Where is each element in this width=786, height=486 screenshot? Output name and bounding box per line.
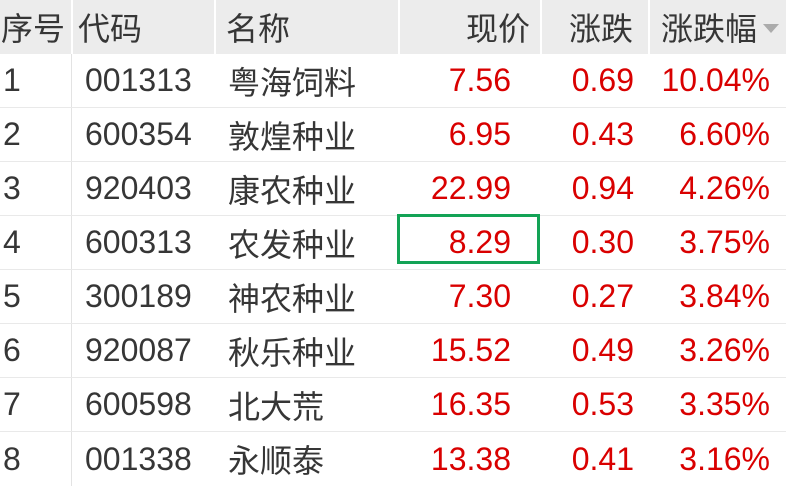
table-row-selected[interactable]: 4 600313 农发种业 8.29 0.30 3.75% [0,214,786,270]
cell-name[interactable]: 农发种业 [228,226,357,263]
cell-code[interactable]: 001313 [85,62,192,98]
table-row[interactable]: 7 600598 北大荒 16.35 0.53 3.35% [0,378,786,432]
cell-name[interactable]: 康农种业 [228,172,357,209]
cell-index[interactable]: 2 [0,108,72,161]
cell-name[interactable]: 北大荒 [228,388,325,425]
cell-price[interactable]: 15.52 [430,332,511,368]
table-row[interactable]: 3 920403 康农种业 22.99 0.94 4.26% [0,162,786,216]
table-header: 序号 代码 名称 现价 涨跌 涨跌幅 [0,0,786,54]
cell-name[interactable]: 敦煌种业 [228,118,357,155]
column-header-change-pct-label: 涨跌幅 [660,11,757,47]
cell-change[interactable]: 0.43 [571,116,634,152]
cell-price[interactable]: 6.95 [448,116,511,152]
cell-change-pct[interactable]: 3.75% [679,224,770,260]
cell-change-pct[interactable]: 4.26% [679,170,770,206]
table-row[interactable]: 1 001313 粤海饲料 7.56 0.69 10.04% [0,54,786,108]
cell-index[interactable]: 5 [0,270,72,323]
sort-desc-icon [763,24,779,33]
table-row[interactable]: 6 920087 秋乐种业 15.52 0.49 3.26% [0,324,786,378]
cell-change[interactable]: 0.30 [571,224,634,260]
cell-price[interactable]: 22.99 [430,170,511,206]
column-header-change-pct[interactable]: 涨跌幅 [650,0,786,54]
cell-index[interactable]: 3 [0,162,72,215]
cell-change[interactable]: 0.94 [571,170,634,206]
cell-index[interactable]: 1 [0,54,72,107]
table-row[interactable]: 8 001338 永顺泰 13.38 0.41 3.16% [0,432,786,486]
cell-price[interactable]: 7.56 [448,62,511,98]
cell-name[interactable]: 永顺泰 [228,443,325,479]
cell-code[interactable]: 600354 [85,116,192,152]
cell-change-pct[interactable]: 3.26% [679,332,770,368]
cell-price[interactable]: 13.38 [430,440,511,477]
cell-change[interactable]: 0.27 [571,278,634,314]
column-header-name[interactable]: 名称 [216,0,398,54]
cell-name[interactable]: 粤海饲料 [228,64,357,101]
cell-code[interactable]: 001338 [85,440,192,477]
cell-change-pct[interactable]: 6.60% [679,116,770,152]
cell-change-pct[interactable]: 3.16% [679,440,770,477]
cell-name[interactable]: 神农种业 [228,280,357,317]
cell-price[interactable]: 16.35 [430,386,511,422]
cell-code[interactable]: 600598 [85,386,192,422]
cell-change[interactable]: 0.49 [571,332,634,368]
cell-code[interactable]: 920087 [85,332,192,368]
cell-index[interactable]: 7 [0,378,72,431]
cell-code[interactable]: 600313 [85,224,192,260]
cell-change-pct[interactable]: 3.35% [679,386,770,422]
column-header-index[interactable]: 序号 [0,0,71,54]
cell-index[interactable]: 6 [0,324,72,377]
cell-name[interactable]: 秋乐种业 [228,334,357,371]
column-header-price[interactable]: 现价 [400,0,540,54]
cell-index[interactable]: 8 [0,432,72,486]
cell-change-pct[interactable]: 3.84% [679,278,770,314]
cell-change[interactable]: 0.41 [571,440,634,477]
table-row[interactable]: 2 600354 敦煌种业 6.95 0.43 6.60% [0,108,786,162]
table-row[interactable]: 5 300189 神农种业 7.30 0.27 3.84% [0,270,786,324]
cell-price-selected[interactable]: 8.29 [448,224,511,260]
column-header-change[interactable]: 涨跌 [542,0,648,54]
cell-price[interactable]: 7.30 [448,278,511,314]
cell-change[interactable]: 0.69 [571,62,634,98]
cell-change-pct[interactable]: 10.04% [661,62,770,98]
cell-change[interactable]: 0.53 [571,386,634,422]
column-header-code[interactable]: 代码 [73,0,214,54]
cell-code[interactable]: 920403 [85,170,192,206]
cell-code[interactable]: 300189 [85,278,192,314]
cell-index[interactable]: 4 [0,216,72,269]
